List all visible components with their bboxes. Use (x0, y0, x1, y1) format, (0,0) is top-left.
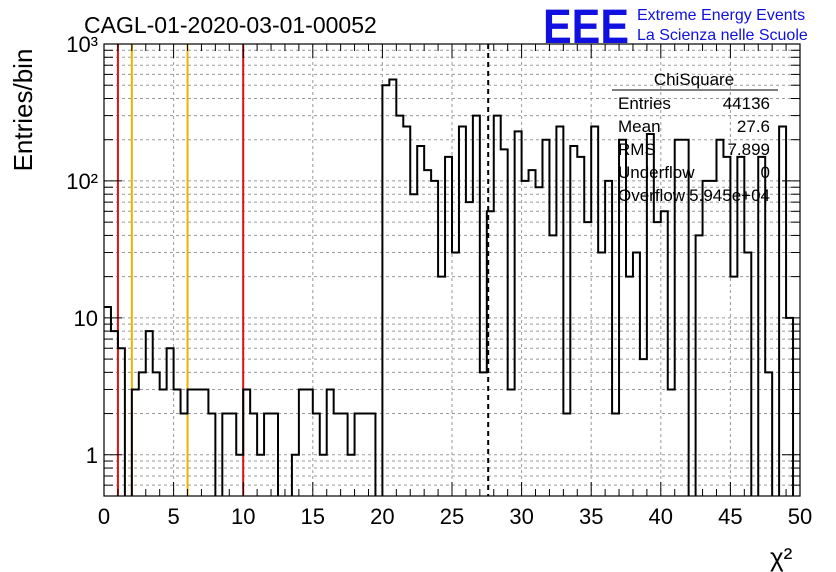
x-tick-label: 10 (231, 504, 255, 529)
histogram-bin (661, 211, 668, 496)
logo-mark: EEE (543, 1, 629, 54)
histogram-bin (529, 170, 536, 496)
histogram-bin (577, 157, 584, 496)
stats-rows: Entries 44136 Mean 27.6 RMS 7.899 Underflow 0 Ov… (618, 94, 770, 205)
histogram-bin (243, 389, 250, 496)
histogram-bin (306, 389, 313, 496)
histogram-bin (452, 253, 459, 496)
histogram-bin (174, 389, 181, 496)
x-tick-label: 40 (649, 504, 673, 529)
y-tick-label: 10² (66, 169, 98, 194)
histogram-bin (765, 372, 772, 496)
x-axis-label: χ² (770, 542, 793, 572)
histogram-bin (473, 116, 480, 496)
histogram-bin (194, 389, 201, 496)
x-axis-label-text: χ² (770, 542, 793, 572)
y-axis-label: Entries/bin (8, 49, 38, 172)
chart-title: CAGL-01-2020-03-01-00052 (84, 12, 377, 38)
histogram-bin (403, 126, 410, 496)
histogram-bin (710, 181, 717, 496)
histogram-bin (522, 181, 529, 496)
histogram-bin (598, 253, 605, 496)
x-tick-label: 50 (788, 504, 812, 529)
x-tick-label: 20 (370, 504, 394, 529)
histogram-bin (424, 170, 431, 496)
stats-row-label: Overflow (618, 186, 686, 205)
x-axis-ticks: 0 5 10 15 20 25 30 35 40 45 50 (98, 44, 812, 529)
histogram-bin (640, 359, 647, 496)
stats-box: ChiSquare Entries 44136 Mean 27.6 RMS 7.899 Un… (612, 70, 778, 205)
histogram-bin (160, 389, 167, 496)
histogram-bin (188, 389, 195, 496)
stats-row-label: RMS (618, 140, 656, 159)
histogram-bin (132, 389, 139, 496)
histogram-bin (591, 126, 598, 496)
histogram-bin (633, 253, 640, 496)
x-tick-label: 0 (98, 504, 110, 529)
x-tick-label: 45 (718, 504, 742, 529)
histogram-bin (466, 202, 473, 496)
histogram-bin (730, 277, 737, 496)
stats-row-label: Mean (618, 117, 661, 136)
histogram-bin (605, 181, 612, 496)
histogram-bin (417, 146, 424, 496)
histogram-bin (139, 372, 146, 496)
stats-row-value: 7.899 (727, 140, 770, 159)
histogram-bin (549, 235, 556, 496)
stats-row-value: 27.6 (737, 117, 770, 136)
histogram-bin (396, 116, 403, 496)
histogram-bin (515, 131, 522, 496)
histogram-bin (779, 126, 786, 496)
histogram-bin (480, 372, 487, 496)
x-tick-label: 25 (440, 504, 464, 529)
stats-row-label: Entries (618, 94, 671, 113)
histogram-bin (431, 181, 438, 496)
logo-line-2: La Scienza nelle Scuole (637, 27, 808, 44)
y-axis-ticks: 1 10 10² 10³ (66, 32, 800, 497)
histogram-bin (410, 194, 417, 496)
histogram-bin (536, 187, 543, 496)
histogram-bin (744, 253, 751, 496)
eee-logo: EEE Extreme Energy Events La Scienza nel… (543, 1, 808, 54)
histogram-bin (459, 126, 466, 496)
stats-row-label: Underflow (618, 163, 695, 182)
stats-row-value: 5.945e+04 (689, 186, 770, 205)
histogram-bin (786, 318, 793, 496)
x-tick-label: 35 (579, 504, 603, 529)
histogram-bin (382, 85, 389, 496)
histogram-bin (570, 146, 577, 496)
stats-row-value: 44136 (723, 94, 770, 113)
x-tick-label: 30 (509, 504, 533, 529)
histogram-bin (501, 149, 508, 496)
stats-row-value: 0 (761, 163, 770, 182)
stats-box-name: ChiSquare (654, 70, 734, 89)
histogram-bin (494, 116, 501, 496)
histogram-bin (508, 389, 515, 496)
histogram-bin (438, 277, 445, 496)
histogram-bin (299, 389, 306, 496)
x-tick-label: 15 (301, 504, 325, 529)
histogram-line (104, 78, 795, 496)
y-tick-label: 10³ (66, 32, 98, 57)
x-tick-label: 5 (167, 504, 179, 529)
histogram-bin (668, 389, 675, 496)
histogram-bin (626, 277, 633, 496)
histogram-bin (703, 181, 710, 496)
y-tick-label: 10 (74, 306, 98, 331)
histogram-bin (118, 348, 125, 496)
logo-line-1: Extreme Energy Events (637, 7, 805, 24)
histogram-bin (167, 348, 174, 496)
histogram-series (104, 78, 795, 496)
y-tick-label: 1 (86, 443, 98, 468)
histogram-bin (327, 389, 334, 496)
histogram-bin (556, 126, 563, 496)
histogram-bin (201, 389, 208, 496)
histogram-bin (153, 372, 160, 496)
histogram-bin (696, 235, 703, 496)
histogram-bin (389, 80, 396, 496)
histogram-bin (445, 157, 452, 496)
